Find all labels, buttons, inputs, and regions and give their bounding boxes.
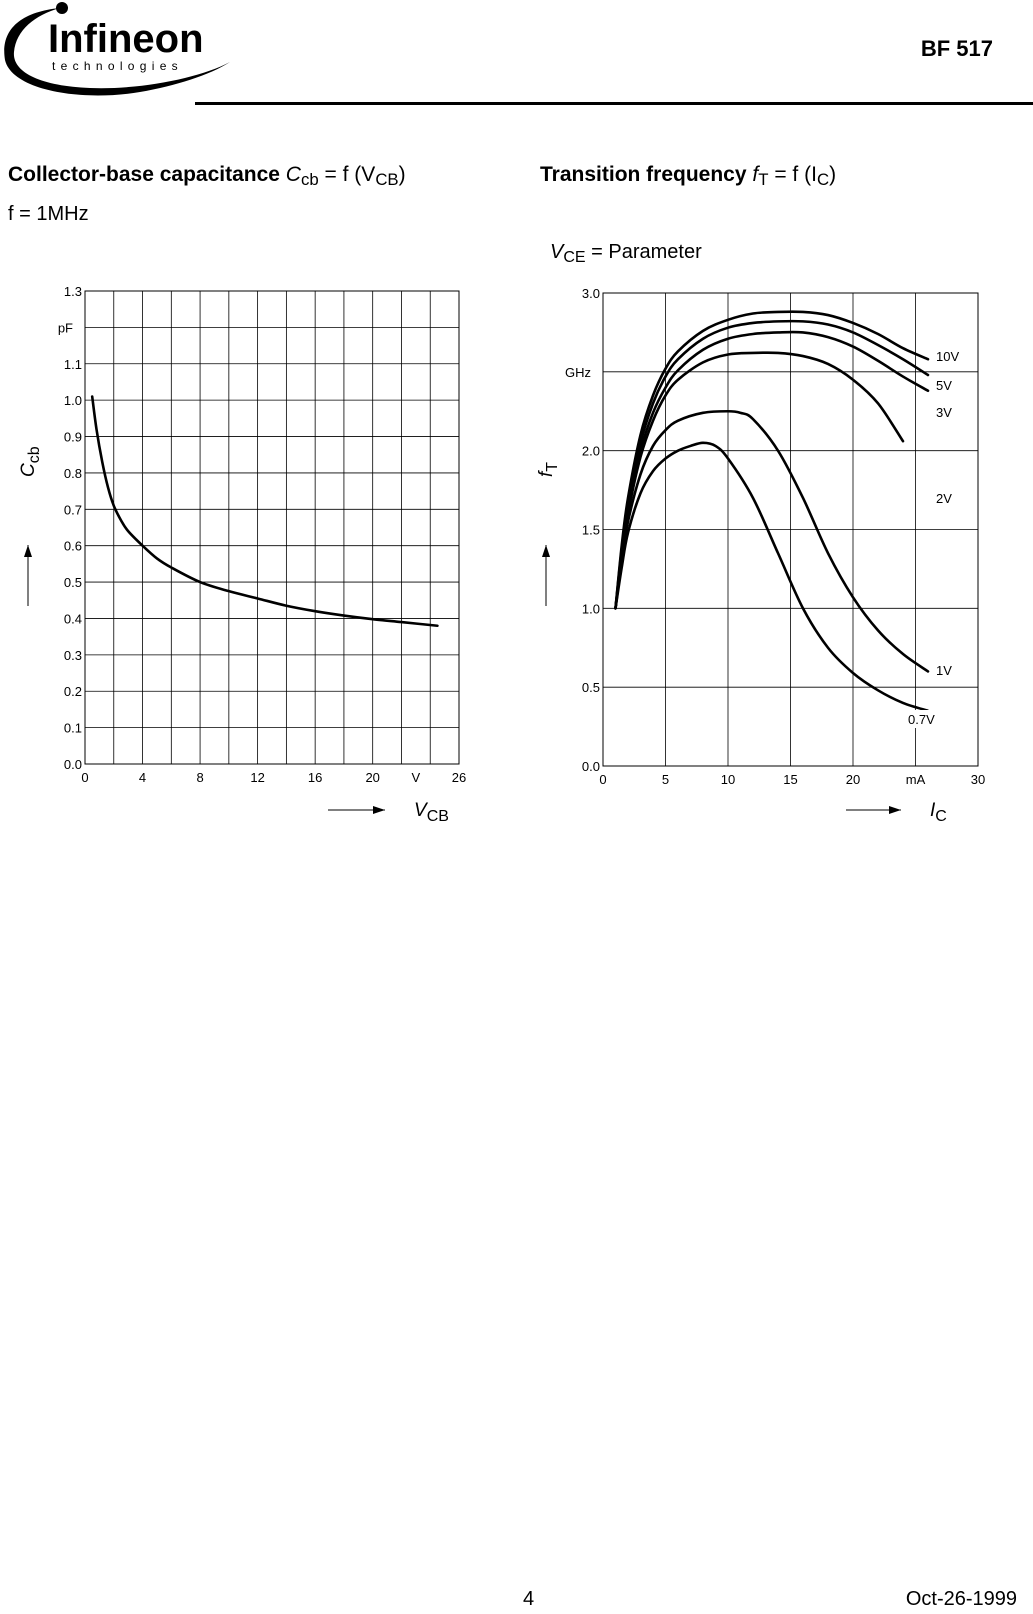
series-line	[614, 310, 930, 610]
y-tick-label: 1.0	[64, 393, 82, 408]
y-tick-label: 0.1	[64, 721, 82, 736]
y-axis-arrowhead	[542, 545, 550, 557]
series-label-mask	[933, 403, 955, 421]
y-tick-label: 1.0	[582, 601, 600, 616]
y-tick-label: 0.7	[64, 502, 82, 517]
x-tick-label: 20	[846, 772, 860, 787]
y-unit-mask	[47, 317, 83, 338]
y-tick-label: 0.8	[64, 466, 82, 481]
y-tick-label: 0.5	[582, 680, 600, 695]
x-tick-label: 30	[971, 772, 985, 787]
x-tick-label: 10	[721, 772, 735, 787]
series-label-mask	[933, 489, 955, 507]
x-tick-label: 16	[308, 770, 322, 785]
series-label-mask	[933, 661, 955, 679]
x-unit-label: mA	[906, 772, 926, 787]
series-label: 0.7V	[908, 712, 935, 727]
x-tick-label: 0	[81, 770, 88, 785]
y-axis-arrowhead	[24, 545, 32, 557]
left-condition: f = 1MHz	[8, 203, 89, 225]
right-chart-title: Transition frequency fT = f (IC)	[540, 163, 836, 190]
y-tick-label: 0.0	[582, 759, 600, 774]
x-tick-label: 20	[365, 770, 379, 785]
logo-graphic: Infineon technologies	[4, 2, 231, 96]
y-tick-label: 0.3	[64, 648, 82, 663]
y-axis-title: fT	[536, 462, 561, 477]
y-tick-label: 0.6	[64, 539, 82, 554]
x-unit-mask	[901, 769, 930, 787]
x-axis-title: VCB	[414, 800, 449, 825]
right-title-bold: Transition frequency	[540, 163, 747, 186]
document-date: Oct-26-1999	[905, 1588, 1017, 1610]
x-tick-label: 12	[250, 770, 264, 785]
y-unit-label: pF	[58, 320, 73, 335]
x-tick-label: 26	[452, 770, 466, 785]
series-label: 10V	[936, 349, 959, 364]
y-unit-mask	[565, 361, 601, 382]
y-tick-label: 1.3	[64, 284, 82, 299]
left-title-formula: Ccb = f (VCB)	[285, 163, 406, 190]
y-tick-label: 2.0	[582, 444, 600, 459]
y-tick-label: 0.0	[64, 757, 82, 772]
page-number: 4	[523, 1588, 535, 1610]
y-tick-label: 0.4	[64, 611, 82, 626]
y-tick-label: 0.2	[64, 684, 82, 699]
series-label: 1V	[936, 663, 952, 678]
x-unit-label: V	[412, 770, 421, 785]
x-tick-label: 15	[783, 772, 797, 787]
series-line	[614, 319, 930, 610]
x-tick-label: 0	[599, 772, 606, 787]
left-title-bold: Collector-base capacitance	[8, 163, 280, 186]
y-tick-label: 1.5	[582, 523, 600, 538]
x-axis-arrowhead	[889, 806, 901, 814]
y-tick-label: 0.5	[64, 575, 82, 590]
x-tick-label: 4	[139, 770, 146, 785]
series-label-mask	[933, 376, 955, 394]
plot-frame	[602, 292, 979, 767]
series-label: 3V	[936, 405, 952, 420]
header-rule	[195, 102, 1033, 105]
series-label: 5V	[936, 378, 952, 393]
series-label-mask	[933, 347, 963, 365]
series-label-mask	[905, 710, 943, 728]
series-line	[614, 409, 930, 673]
series-line	[614, 441, 930, 713]
plot-frame	[84, 290, 460, 765]
series-label: 2V	[936, 491, 952, 506]
left-chart-title: Collector-base capacitance Ccb = f (VCB)	[8, 163, 406, 190]
y-axis-title: Ccb	[18, 446, 43, 477]
series-line	[614, 351, 905, 610]
x-axis-title: IC	[930, 800, 947, 825]
infineon-logo: Infineon technologies	[0, 0, 235, 110]
y-tick-label: 0.9	[64, 430, 82, 445]
part-number: BF 517	[920, 36, 993, 61]
right-condition: VCE = Parameter	[550, 241, 702, 266]
logo-tagline: technologies	[52, 59, 183, 73]
capacitance-chart: 0 4 8 12 16 20 26 0.0 0.1 0.2 0.3 0.4 0.5 0.6 0.7 0.8 0.…	[18, 284, 466, 825]
series-line	[90, 395, 439, 628]
y-unit-label: GHz	[565, 365, 591, 380]
y-tick-label: 3.0	[582, 286, 600, 301]
x-unit-mask	[401, 767, 430, 785]
x-tick-label: 8	[196, 770, 203, 785]
x-tick-label: 5	[662, 772, 669, 787]
y-tick-label: 1.1	[64, 357, 82, 372]
logo-name: Infineon	[48, 17, 204, 61]
transition-frequency-chart: 0 5 10 15 20 30 0.0 0.5 1.0 1.5 2.0 3.0 mA GHz IC fT 10V…	[536, 286, 985, 825]
series-line	[614, 330, 930, 610]
right-title-formula: fT = f (IC)	[752, 163, 837, 190]
x-axis-arrowhead	[373, 806, 385, 814]
